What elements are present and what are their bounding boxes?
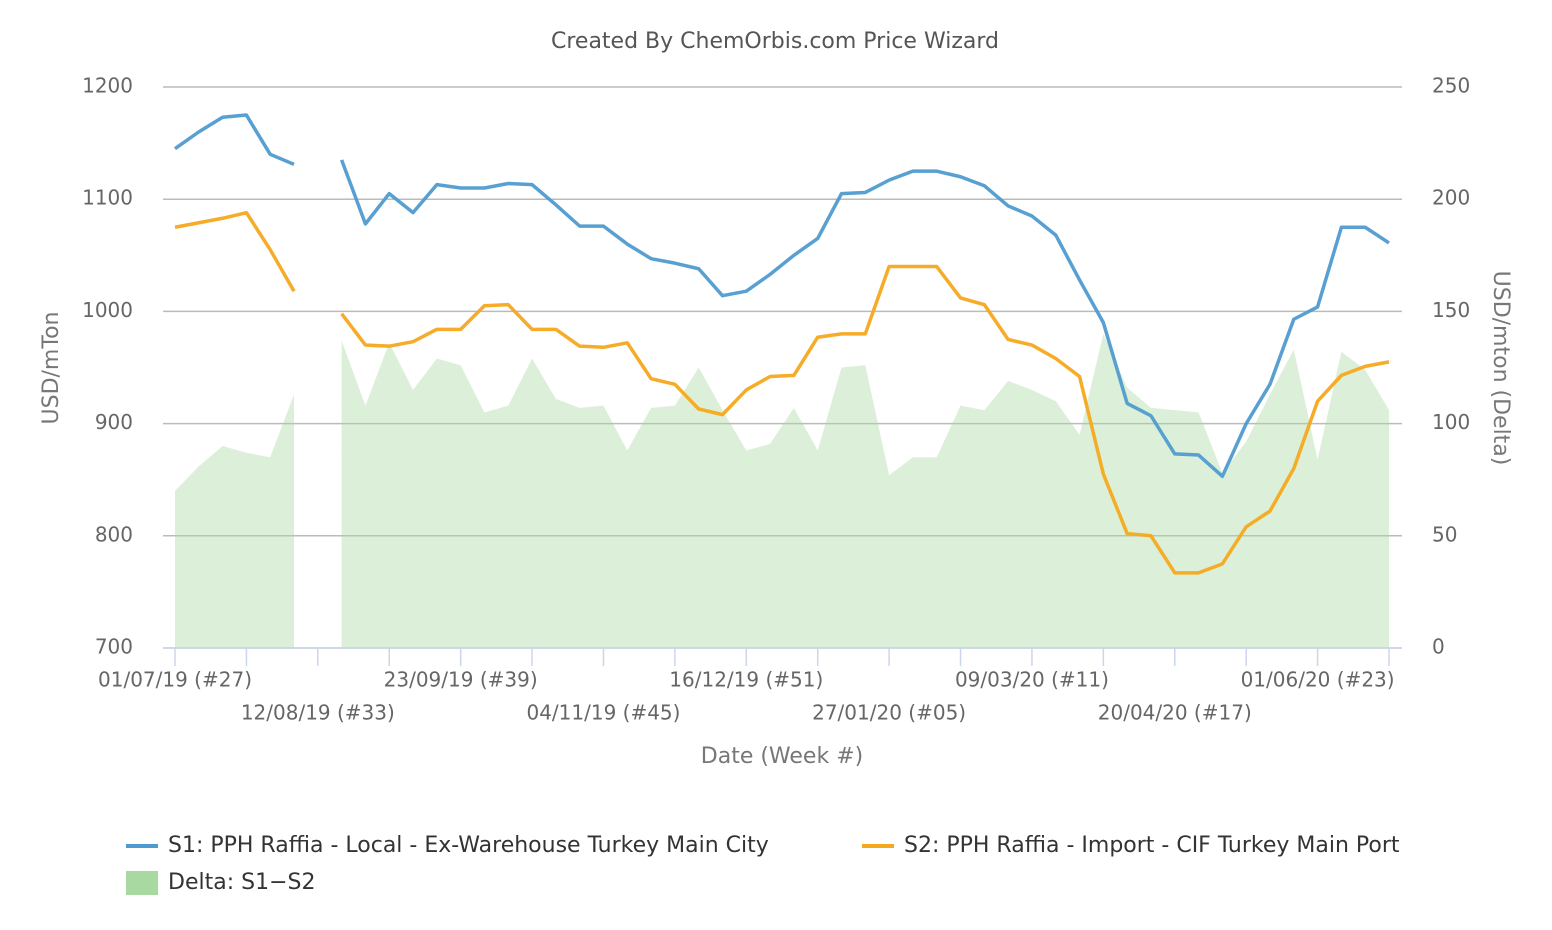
y2-tick-label: 200 bbox=[1432, 186, 1470, 210]
x-tick-label: 01/07/19 (#27) bbox=[98, 668, 252, 692]
area bbox=[175, 333, 1389, 648]
x-tick-label: 27/01/20 (#05) bbox=[812, 701, 966, 725]
x-axis-label: Date (Week #) bbox=[701, 744, 863, 769]
legend-label: S2: PPH Raffia - Import - CIF Turkey Mai… bbox=[904, 833, 1400, 858]
y2-tick-label: 100 bbox=[1432, 410, 1470, 434]
y2-tick-label: 150 bbox=[1432, 298, 1470, 322]
legend-swatch bbox=[126, 871, 158, 895]
y-tick-label: 700 bbox=[95, 635, 133, 659]
y-tick-label: 1100 bbox=[82, 186, 133, 210]
y2-tick-label: 0 bbox=[1432, 635, 1445, 659]
legend-label: Delta: S1−S2 bbox=[168, 870, 315, 895]
y2-tick-label: 250 bbox=[1432, 74, 1470, 98]
y-tick-label: 900 bbox=[95, 410, 133, 434]
chart-title: Created By ChemOrbis.com Price Wizard bbox=[551, 29, 999, 54]
y2-tick-label: 50 bbox=[1432, 522, 1457, 546]
x-tick-label: 23/09/19 (#39) bbox=[384, 668, 538, 692]
x-tick-label: 01/06/20 (#23) bbox=[1241, 668, 1395, 692]
x-tick-label: 20/04/20 (#17) bbox=[1098, 701, 1252, 725]
y-tick-label: 1200 bbox=[82, 74, 133, 98]
y-axis-label: USD/mTon bbox=[39, 312, 64, 425]
y2-axis-label: USD/mton (Delta) bbox=[1488, 271, 1513, 466]
y-tick-label: 1000 bbox=[82, 298, 133, 322]
x-tick-label: 12/08/19 (#33) bbox=[241, 701, 395, 725]
x-tick-label: 16/12/19 (#51) bbox=[669, 668, 823, 692]
y-tick-label: 800 bbox=[95, 522, 133, 546]
line bbox=[174, 210, 1390, 575]
x-tick-label: 09/03/20 (#11) bbox=[955, 668, 1109, 692]
legend-label: S1: PPH Raffia - Local - Ex-Warehouse Tu… bbox=[168, 833, 769, 858]
line bbox=[173, 113, 1390, 479]
x-tick-label: 04/11/19 (#45) bbox=[526, 701, 680, 725]
